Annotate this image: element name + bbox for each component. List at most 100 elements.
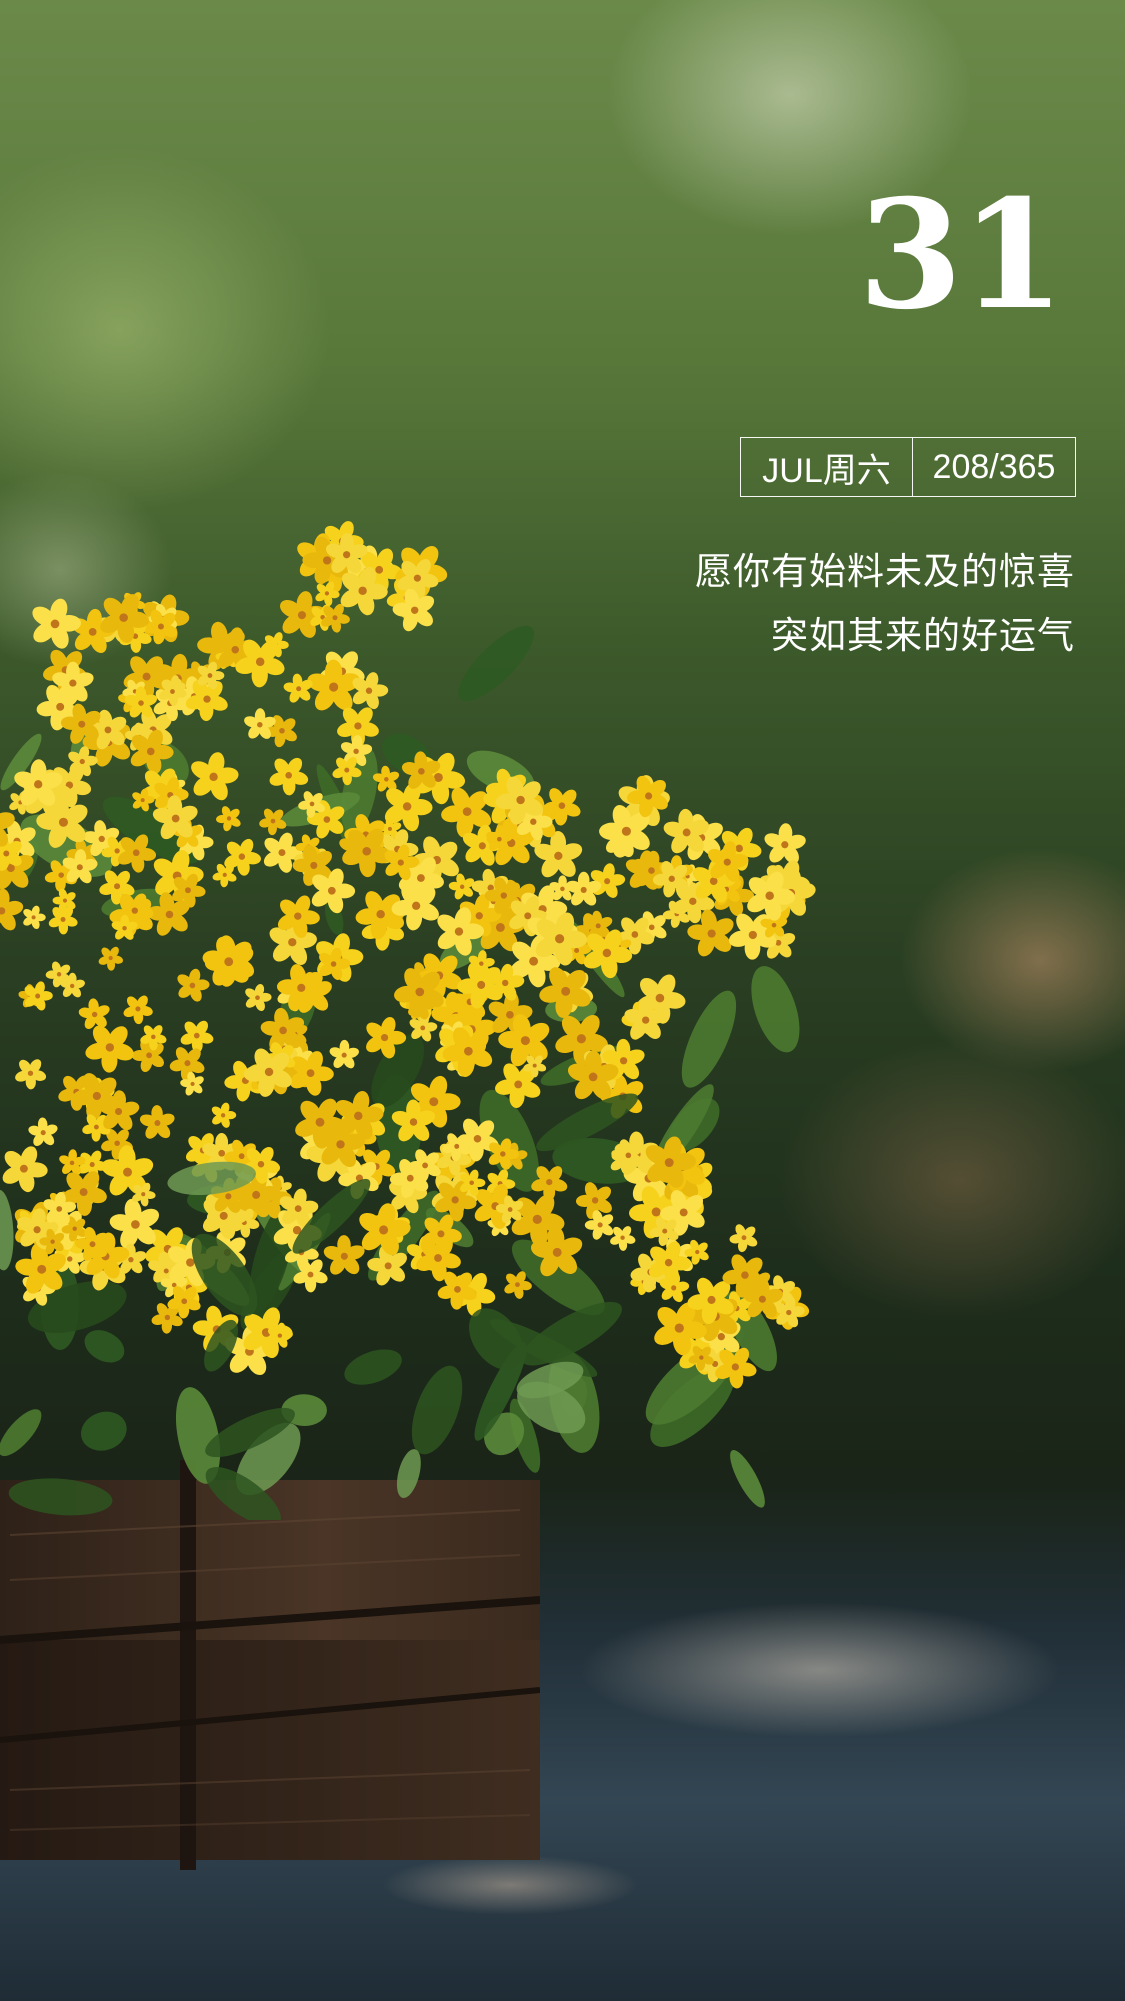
flower-blossom	[259, 808, 287, 836]
flower-blossom	[211, 1102, 237, 1128]
leaf-shape	[517, 1381, 586, 1434]
leaf-shape	[411, 1365, 463, 1455]
flower-blossom	[627, 775, 668, 818]
leaf-shape	[191, 1233, 258, 1317]
leaf-shape	[344, 1349, 402, 1385]
flower-blossom	[276, 964, 323, 1011]
flower-blossom	[372, 765, 400, 792]
flower-blossom	[332, 756, 362, 786]
leaf-shape	[204, 1319, 238, 1372]
quote-line-2: 突如其来的好运气	[771, 614, 1075, 657]
flower-blossom	[28, 1117, 58, 1147]
flower-blossom	[140, 1025, 167, 1051]
flower-blossom	[283, 673, 313, 703]
leaf-shape	[175, 1387, 221, 1484]
flower-blossom	[611, 1139, 644, 1172]
flower-blossom	[555, 1014, 608, 1067]
flower-blossom	[307, 659, 360, 711]
flower-blossom	[407, 1149, 441, 1183]
year-progress: 208/365	[932, 447, 1056, 486]
flower-blossom	[83, 820, 120, 857]
flower-blossom	[36, 795, 88, 848]
flower-blossom	[392, 588, 435, 632]
flower-blossom	[52, 888, 76, 913]
flower-blossom	[342, 828, 392, 878]
flower-blossom	[191, 752, 239, 801]
leaf-shape	[292, 1178, 371, 1254]
flower-blossom	[391, 1099, 436, 1142]
leaf-shape	[27, 1280, 127, 1333]
flower-blossom	[132, 1182, 156, 1207]
leaf-shape	[8, 1478, 113, 1516]
flower-blossom	[260, 1007, 305, 1052]
flower-blossom	[523, 1055, 547, 1078]
leaf-shape	[469, 1308, 524, 1370]
flower-blossom	[290, 1051, 334, 1096]
flower-blossom	[244, 708, 276, 739]
leaf-shape	[521, 1301, 622, 1366]
flower-blossom	[100, 594, 150, 643]
flower-blossom	[78, 1150, 108, 1180]
flower-blossom	[663, 808, 709, 854]
flower-blossom	[319, 947, 351, 980]
flower-blossom	[167, 1286, 201, 1319]
flower-blossom	[624, 998, 667, 1039]
flower-blossom	[99, 870, 135, 905]
leaf-shape	[0, 1189, 14, 1271]
flower-blossom	[760, 925, 796, 959]
yellow-flowers-image	[0, 521, 816, 1520]
flower-blossom	[24, 981, 53, 1011]
flower-blossom	[143, 609, 178, 645]
leaf-shape	[167, 1161, 256, 1196]
flower-blossom	[130, 729, 174, 774]
flower-blossom	[311, 868, 356, 914]
flower-blossom	[448, 873, 475, 900]
flower-blossom	[684, 1239, 709, 1265]
day-number: 31	[858, 167, 1065, 343]
flower-blossom	[74, 1227, 109, 1261]
flower-blossom	[202, 1133, 242, 1171]
flower-blossom	[159, 678, 187, 706]
flower-blossom	[216, 806, 241, 832]
leaf-shape	[205, 1467, 281, 1520]
leaf-shape	[751, 966, 800, 1053]
flower-blossom	[583, 929, 633, 979]
flower-blossom	[652, 861, 689, 898]
flower-blossom	[71, 608, 116, 653]
flower-blossom	[340, 566, 388, 616]
flower-blossom	[504, 1271, 532, 1299]
flower-blossom	[146, 892, 190, 936]
flower-blossom	[292, 844, 332, 886]
flower-blossom	[39, 1228, 65, 1255]
flower-blossom	[265, 715, 297, 748]
flower-blossom	[0, 888, 24, 931]
flower-blossom	[384, 782, 433, 832]
flower-blossom	[335, 1090, 384, 1140]
flower-blossom	[152, 795, 198, 840]
flower-blossom	[437, 1271, 477, 1310]
flower-blossom	[394, 968, 444, 1018]
flower-blossom	[14, 759, 63, 806]
flower-blossom	[101, 1145, 154, 1196]
flower-blossom	[610, 1226, 636, 1251]
flower-blossom	[457, 962, 503, 1009]
flower-blossom	[124, 686, 158, 718]
flower-blossom	[62, 849, 98, 884]
flower-blossom	[488, 1138, 520, 1170]
flower-blossom	[729, 1224, 758, 1253]
flower-blossom	[437, 907, 485, 956]
flower-blossom	[109, 1198, 160, 1249]
flower-blossom	[32, 598, 82, 649]
flower-blossom	[85, 1025, 134, 1073]
flower-blossom	[687, 909, 734, 957]
flower-blossom	[329, 1039, 359, 1069]
flower-blossom	[235, 639, 285, 688]
flower-blossom	[267, 1322, 293, 1348]
flower-blossom	[535, 912, 588, 966]
leaf-shape	[0, 733, 42, 791]
flower-blossom	[279, 591, 327, 638]
flower-blossom	[486, 825, 513, 852]
flower-blossom	[82, 1114, 111, 1142]
flower-blossom	[442, 1027, 493, 1078]
